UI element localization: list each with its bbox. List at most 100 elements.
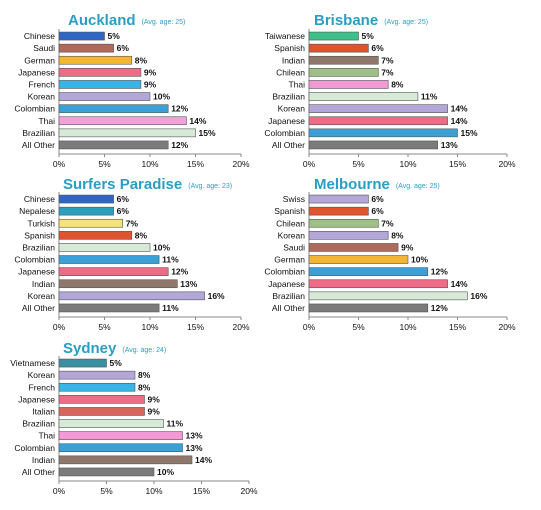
bar	[58, 55, 133, 65]
category-label: Italian	[32, 406, 55, 416]
value-label: 6%	[117, 206, 130, 216]
x-tick-label: 20%	[498, 322, 515, 332]
x-tick-label: 5%	[98, 322, 111, 332]
value-label: 13%	[186, 443, 203, 453]
category-label: Colombian	[264, 267, 305, 277]
bar	[58, 382, 136, 392]
x-tick-label: 10%	[145, 486, 162, 496]
value-label: 9%	[148, 394, 161, 404]
category-label: Thai	[38, 431, 55, 441]
bar	[58, 291, 205, 301]
chart-title: Sydney	[63, 340, 117, 357]
category-label: All Other	[272, 140, 305, 150]
value-label: 7%	[126, 218, 139, 228]
bar	[58, 443, 183, 453]
value-label: 8%	[138, 370, 151, 380]
category-label: Korean	[278, 230, 306, 240]
value-label: 16%	[208, 291, 225, 301]
chart-2: Surfers Paradise (Avg. age: 23) Chinese 6% N…	[14, 176, 250, 332]
value-label: 12%	[431, 303, 448, 313]
value-label: 6%	[371, 194, 384, 204]
x-tick-label: 0%	[53, 159, 66, 169]
category-label: Indian	[32, 455, 55, 465]
value-label: 7%	[381, 67, 394, 77]
value-label: 8%	[135, 55, 148, 65]
value-label: 9%	[148, 406, 161, 416]
bar	[308, 291, 468, 301]
value-label: 8%	[138, 382, 151, 392]
bar	[58, 116, 187, 126]
bar	[58, 358, 107, 368]
category-label: All Other	[22, 303, 55, 313]
category-label: Vietnamese	[10, 358, 55, 368]
bar	[58, 104, 169, 113]
x-tick-label: 10%	[141, 159, 158, 169]
bar	[58, 92, 151, 101]
category-label: All Other	[272, 303, 305, 313]
chart-subtitle: (Avg. age: 25)	[396, 183, 440, 190]
category-label: German	[24, 55, 55, 65]
category-label: Turkish	[27, 218, 55, 228]
value-label: 8%	[391, 79, 404, 89]
value-label: 10%	[411, 255, 428, 265]
value-label: 9%	[401, 242, 414, 252]
value-label: 14%	[451, 116, 468, 126]
category-label: Indian	[282, 55, 305, 65]
category-label: Swiss	[283, 194, 305, 204]
category-label: Brazilian	[272, 92, 305, 102]
bar	[308, 243, 399, 252]
value-label: 13%	[441, 140, 458, 150]
x-tick-label: 20%	[240, 486, 257, 496]
chart-0: Auckland (Avg. age: 25) Chinese 5% Saudi 6% Ge…	[14, 12, 250, 169]
value-label: 12%	[171, 104, 188, 114]
x-tick-label: 20%	[498, 159, 515, 169]
category-label: Brazilian	[22, 128, 55, 138]
bar	[308, 92, 419, 101]
bar	[308, 206, 369, 216]
bar	[308, 68, 379, 77]
bar	[308, 218, 379, 228]
chart-title: Brisbane	[314, 12, 378, 29]
category-label: Chilean	[276, 218, 305, 228]
value-label: 14%	[195, 455, 212, 465]
category-label: Spanish	[274, 206, 305, 216]
value-label: 12%	[431, 267, 448, 277]
chart-4: Sydney (Avg. age: 24) Vietnamese 5% Korean 8%…	[10, 340, 258, 496]
x-tick-label: 10%	[141, 322, 158, 332]
x-tick-label: 15%	[187, 159, 204, 169]
category-label: Korean	[28, 291, 56, 301]
bar	[308, 303, 429, 313]
category-label: Korean	[278, 104, 306, 114]
bar	[308, 80, 389, 89]
value-label: 10%	[153, 242, 170, 252]
bar	[58, 68, 142, 77]
bar	[58, 31, 105, 41]
category-label: Spanish	[274, 43, 305, 53]
value-label: 9%	[144, 67, 157, 77]
bar	[58, 407, 145, 416]
category-label: Spanish	[24, 230, 55, 240]
value-label: 6%	[117, 194, 130, 204]
category-label: Korean	[28, 370, 56, 380]
bar	[58, 231, 133, 240]
bar	[58, 267, 169, 276]
value-label: 16%	[470, 291, 487, 301]
bar	[308, 231, 389, 240]
bar	[58, 194, 114, 204]
category-label: German	[274, 255, 305, 265]
bar	[308, 104, 448, 113]
chart-3: Melbourne (Avg. age: 25) Swiss 6% Spanish 6% C…	[264, 176, 516, 332]
bar	[58, 140, 169, 150]
x-tick-label: 15%	[449, 159, 466, 169]
bar	[58, 218, 124, 228]
bar	[58, 255, 160, 264]
category-label: Colombian	[264, 128, 305, 138]
category-label: Chinese	[24, 31, 55, 41]
bar	[308, 31, 359, 41]
value-label: 6%	[117, 43, 130, 53]
value-label: 13%	[180, 279, 197, 289]
x-tick-label: 5%	[100, 486, 113, 496]
category-label: Saudi	[283, 242, 305, 252]
category-label: Thai	[288, 79, 305, 89]
